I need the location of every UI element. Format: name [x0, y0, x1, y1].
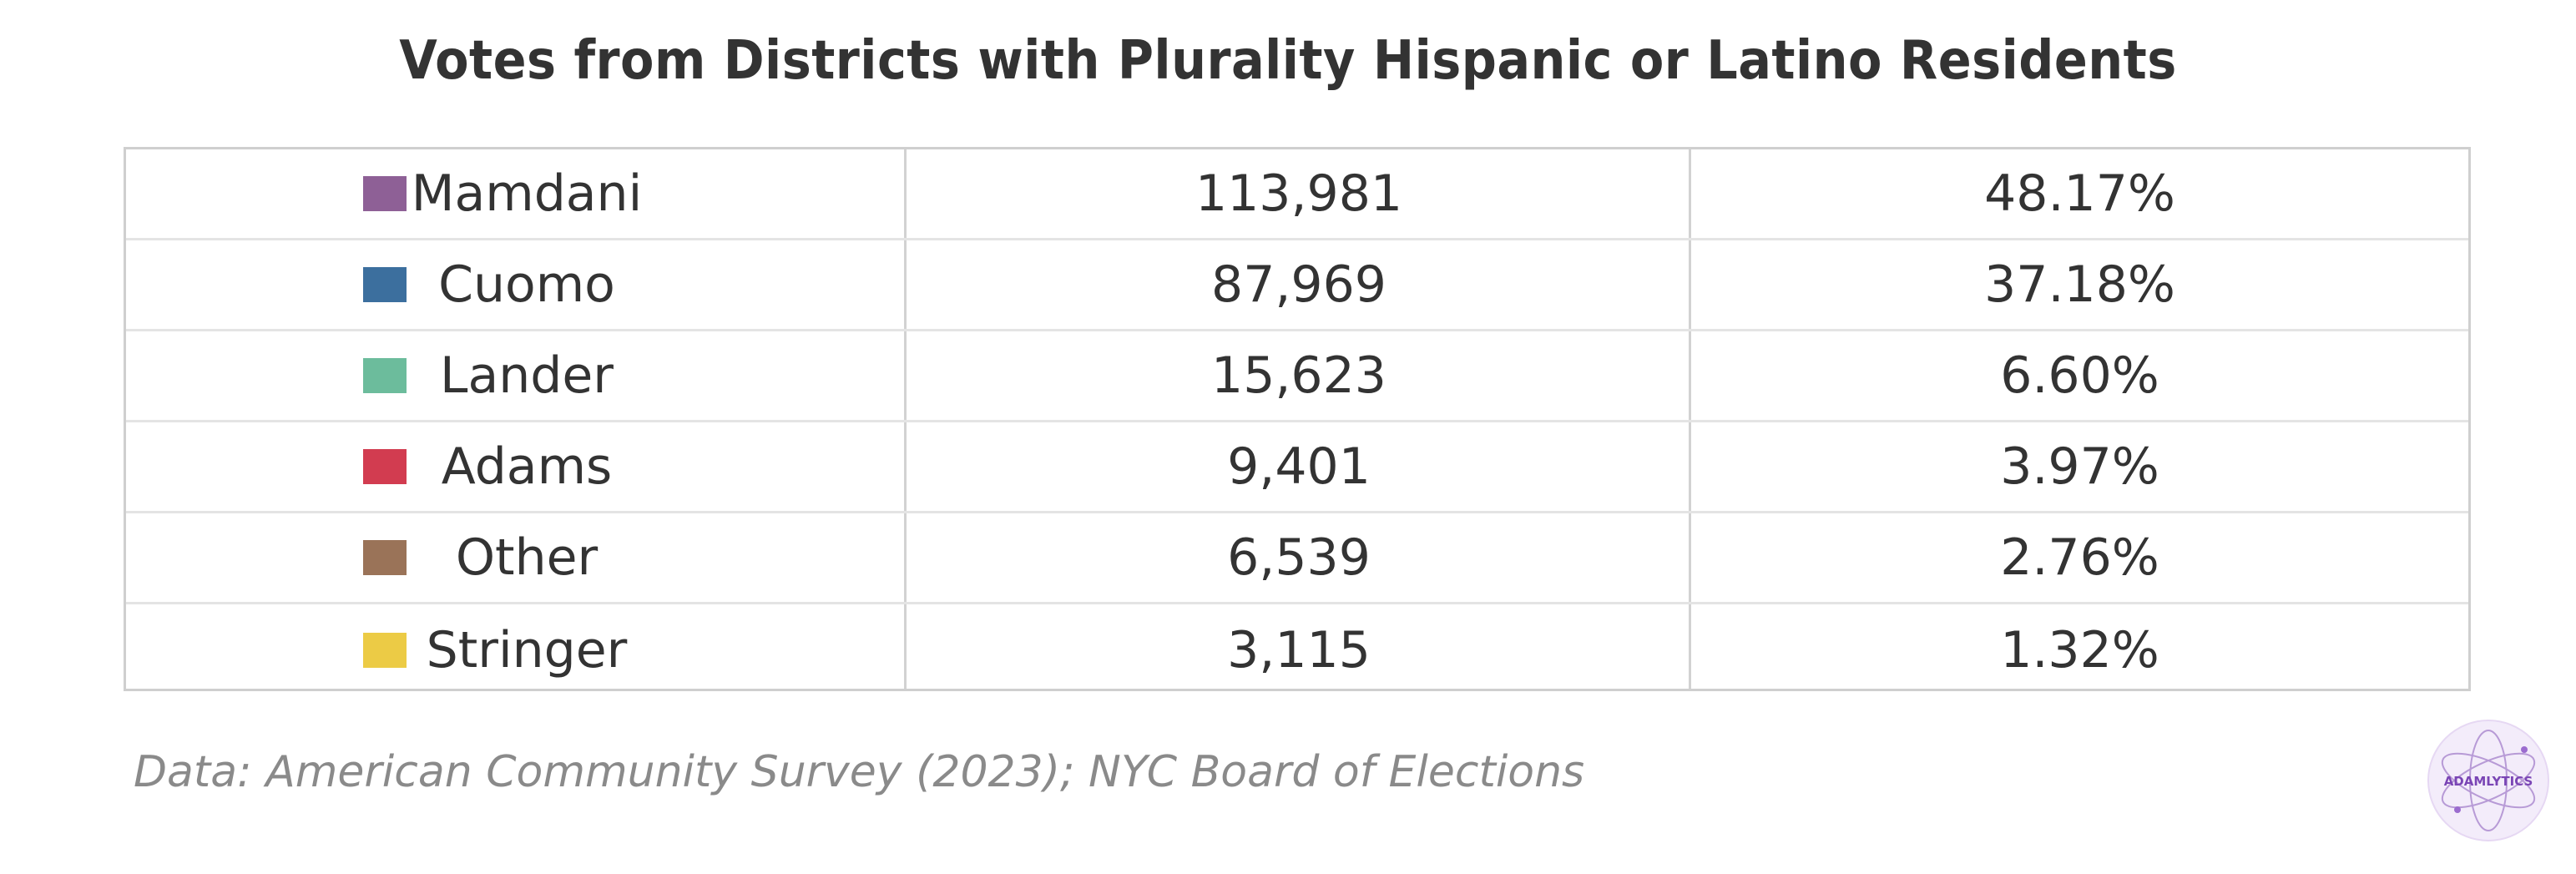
results-table: Mamdani 113,981 48.17% Cuomo 87,969 37.18% Lan…	[124, 147, 2471, 691]
votes-cell: 113,981	[1195, 164, 1403, 223]
percent-cell: 37.18%	[1984, 255, 2175, 314]
candidate-name: Adams	[441, 437, 613, 496]
candidate-name: Lander	[440, 346, 614, 405]
candidate-cell: Cuomo	[126, 240, 907, 329]
chart-title: Votes from Districts with Plurality Hisp…	[399, 30, 2177, 92]
candidate-cell: Adams	[126, 422, 907, 511]
votes-cell: 3,115	[1227, 620, 1371, 679]
table-row: Mamdani 113,981 48.17%	[126, 149, 2468, 240]
source-note: Data: American Community Survey (2023); …	[134, 747, 1585, 797]
table-row: Lander 15,623 6.60%	[126, 331, 2468, 422]
votes-cell: 6,539	[1227, 528, 1371, 587]
candidate-name: Cuomo	[438, 255, 615, 314]
table-row: Adams 9,401 3.97%	[126, 422, 2468, 513]
percent-cell: 2.76%	[2000, 528, 2159, 587]
adamlytics-logo: ADAMLYTICS	[2427, 720, 2549, 841]
color-swatch	[363, 540, 407, 575]
percent-cell: 48.17%	[1984, 164, 2175, 223]
candidate-name: Other	[455, 528, 599, 587]
candidate-cell: Stringer	[126, 604, 907, 695]
table-row: Stringer 3,115 1.32%	[126, 604, 2468, 695]
color-swatch	[363, 358, 407, 393]
candidate-name: Mamdani	[411, 164, 643, 223]
candidate-cell: Other	[126, 513, 907, 602]
color-swatch	[363, 449, 407, 484]
candidate-name: Stringer	[426, 620, 628, 679]
votes-cell: 9,401	[1227, 437, 1371, 496]
color-swatch	[363, 632, 407, 668]
table-row: Other 6,539 2.76%	[126, 513, 2468, 604]
votes-cell: 87,969	[1211, 255, 1386, 314]
table-row: Cuomo 87,969 37.18%	[126, 240, 2468, 331]
percent-cell: 6.60%	[2000, 346, 2159, 405]
candidate-cell: Mamdani	[126, 149, 907, 238]
color-swatch	[363, 176, 407, 211]
color-swatch	[363, 267, 407, 302]
column-divider	[1689, 149, 1691, 689]
percent-cell: 1.32%	[2000, 620, 2159, 679]
candidate-cell: Lander	[126, 331, 907, 420]
column-divider	[904, 149, 907, 689]
percent-cell: 3.97%	[2000, 437, 2159, 496]
logo-text: ADAMLYTICS	[2444, 774, 2533, 789]
votes-cell: 15,623	[1211, 346, 1386, 405]
